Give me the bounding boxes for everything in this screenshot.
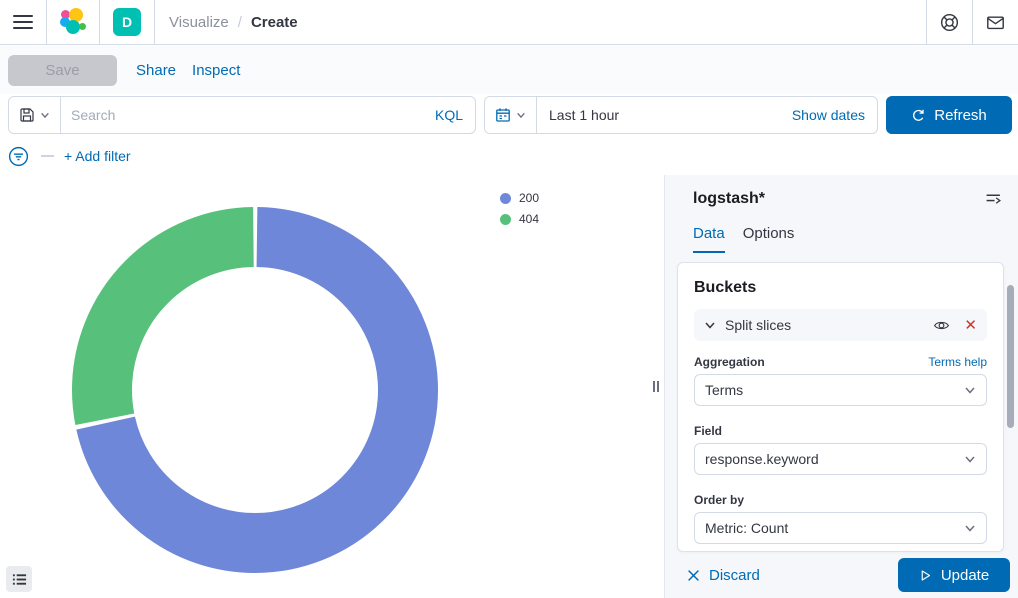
order-by-select[interactable]: Metric: Count	[694, 512, 987, 544]
legend-dot-200	[500, 192, 511, 204]
buckets-card: Buckets Split slices ✕ Aggregation Terms…	[677, 262, 1004, 552]
breadcrumb-separator: /	[237, 13, 242, 31]
show-dates-button[interactable]: Show dates	[791, 107, 865, 123]
date-picker-group: Last 1 hour Show dates	[484, 96, 878, 134]
elastic-logo-icon[interactable]	[60, 8, 86, 36]
query-bar: KQL Last 1 hour Show dates Refresh	[8, 96, 1012, 134]
panel-footer: Discard Update	[665, 552, 1018, 598]
editor-tabs: Data Options	[665, 208, 1018, 253]
legend-toggle-button[interactable]	[6, 566, 32, 592]
panel-scrollbar[interactable]	[1007, 285, 1014, 428]
split-slices-accordion[interactable]: Split slices ✕	[694, 309, 987, 341]
help-section	[926, 0, 972, 44]
help-icon[interactable]	[940, 13, 959, 32]
chevron-down-icon	[41, 112, 49, 119]
save-button[interactable]: Save	[8, 54, 117, 86]
field-label: Field	[694, 424, 723, 438]
breadcrumb: Visualize / Create	[155, 0, 926, 44]
chevron-down-icon	[517, 112, 525, 119]
breadcrumb-visualize[interactable]: Visualize	[169, 13, 229, 31]
query-language-button[interactable]: KQL	[434, 107, 463, 123]
index-pattern-title: logstash*	[693, 190, 766, 207]
space-section: D	[100, 0, 155, 44]
visualization-chart-area: 200 404	[0, 175, 648, 598]
eye-icon[interactable]	[933, 317, 950, 334]
donut-chart[interactable]	[70, 205, 440, 575]
list-icon	[12, 573, 26, 585]
tab-options[interactable]: Options	[743, 225, 795, 253]
panel-resize-handle[interactable]	[648, 175, 664, 598]
resize-grip-icon	[653, 381, 659, 392]
newsfeed-mail-icon[interactable]	[986, 13, 1005, 32]
inspect-button[interactable]: Inspect	[192, 61, 241, 79]
discard-button[interactable]: Discard	[687, 567, 760, 584]
chart-legend: 200 404	[500, 191, 539, 226]
chevron-down-icon	[705, 322, 715, 329]
play-icon	[921, 569, 930, 581]
filter-divider	[41, 155, 54, 157]
visualize-toolbar: Save Share Inspect	[0, 46, 1018, 94]
add-filter-button[interactable]: + Add filter	[64, 148, 131, 164]
collapse-panel-icon[interactable]	[985, 191, 1002, 208]
date-quick-select-button[interactable]	[485, 97, 537, 133]
search-input[interactable]	[61, 97, 423, 133]
field-select[interactable]: response.keyword	[694, 443, 987, 475]
newsfeed-section	[972, 0, 1018, 44]
buckets-title: Buckets	[694, 279, 757, 296]
top-navigation-bar: D Visualize / Create	[0, 0, 1018, 45]
legend-item-404[interactable]: 404	[500, 212, 539, 226]
remove-bucket-icon[interactable]: ✕	[964, 316, 977, 334]
filter-icon[interactable]	[8, 146, 29, 167]
order-by-label-row: Order by	[694, 493, 987, 507]
refresh-button[interactable]: Refresh	[886, 96, 1012, 134]
update-button[interactable]: Update	[898, 558, 1010, 592]
aggregation-select[interactable]: Terms	[694, 374, 987, 406]
chevron-down-icon	[965, 525, 975, 532]
vis-editor-panel: logstash* Data Options Buckets Split sli…	[664, 175, 1018, 598]
save-query-icon	[20, 108, 34, 122]
logo-section	[47, 0, 100, 44]
time-range-value[interactable]: Last 1 hour	[549, 107, 620, 123]
refresh-icon	[913, 109, 924, 121]
hamburger-menu-icon[interactable]	[13, 15, 33, 29]
share-button[interactable]: Share	[136, 61, 177, 79]
menu-section	[0, 0, 47, 44]
legend-dot-404	[500, 213, 511, 225]
field-label-row: Field	[694, 424, 987, 438]
chevron-down-icon	[965, 456, 975, 463]
legend-item-200[interactable]: 200	[500, 191, 539, 205]
pie-slice-200	[72, 207, 438, 573]
aggregation-label: Aggregation	[694, 355, 765, 369]
breadcrumb-create: Create	[250, 13, 298, 31]
close-icon	[688, 569, 699, 581]
space-avatar[interactable]: D	[113, 8, 141, 36]
filter-bar: + Add filter	[8, 141, 131, 171]
panel-header: logstash*	[665, 175, 1018, 208]
chevron-down-icon	[965, 387, 975, 394]
search-input-group: KQL	[8, 96, 476, 134]
order-by-label: Order by	[694, 493, 745, 507]
saved-query-menu-button[interactable]	[9, 97, 61, 133]
tab-data[interactable]: Data	[693, 225, 725, 253]
calendar-icon	[496, 108, 510, 122]
terms-help-link[interactable]: Terms help	[928, 355, 987, 369]
pie-slice-404	[72, 207, 438, 573]
aggregation-label-row: Aggregation Terms help	[694, 355, 987, 369]
